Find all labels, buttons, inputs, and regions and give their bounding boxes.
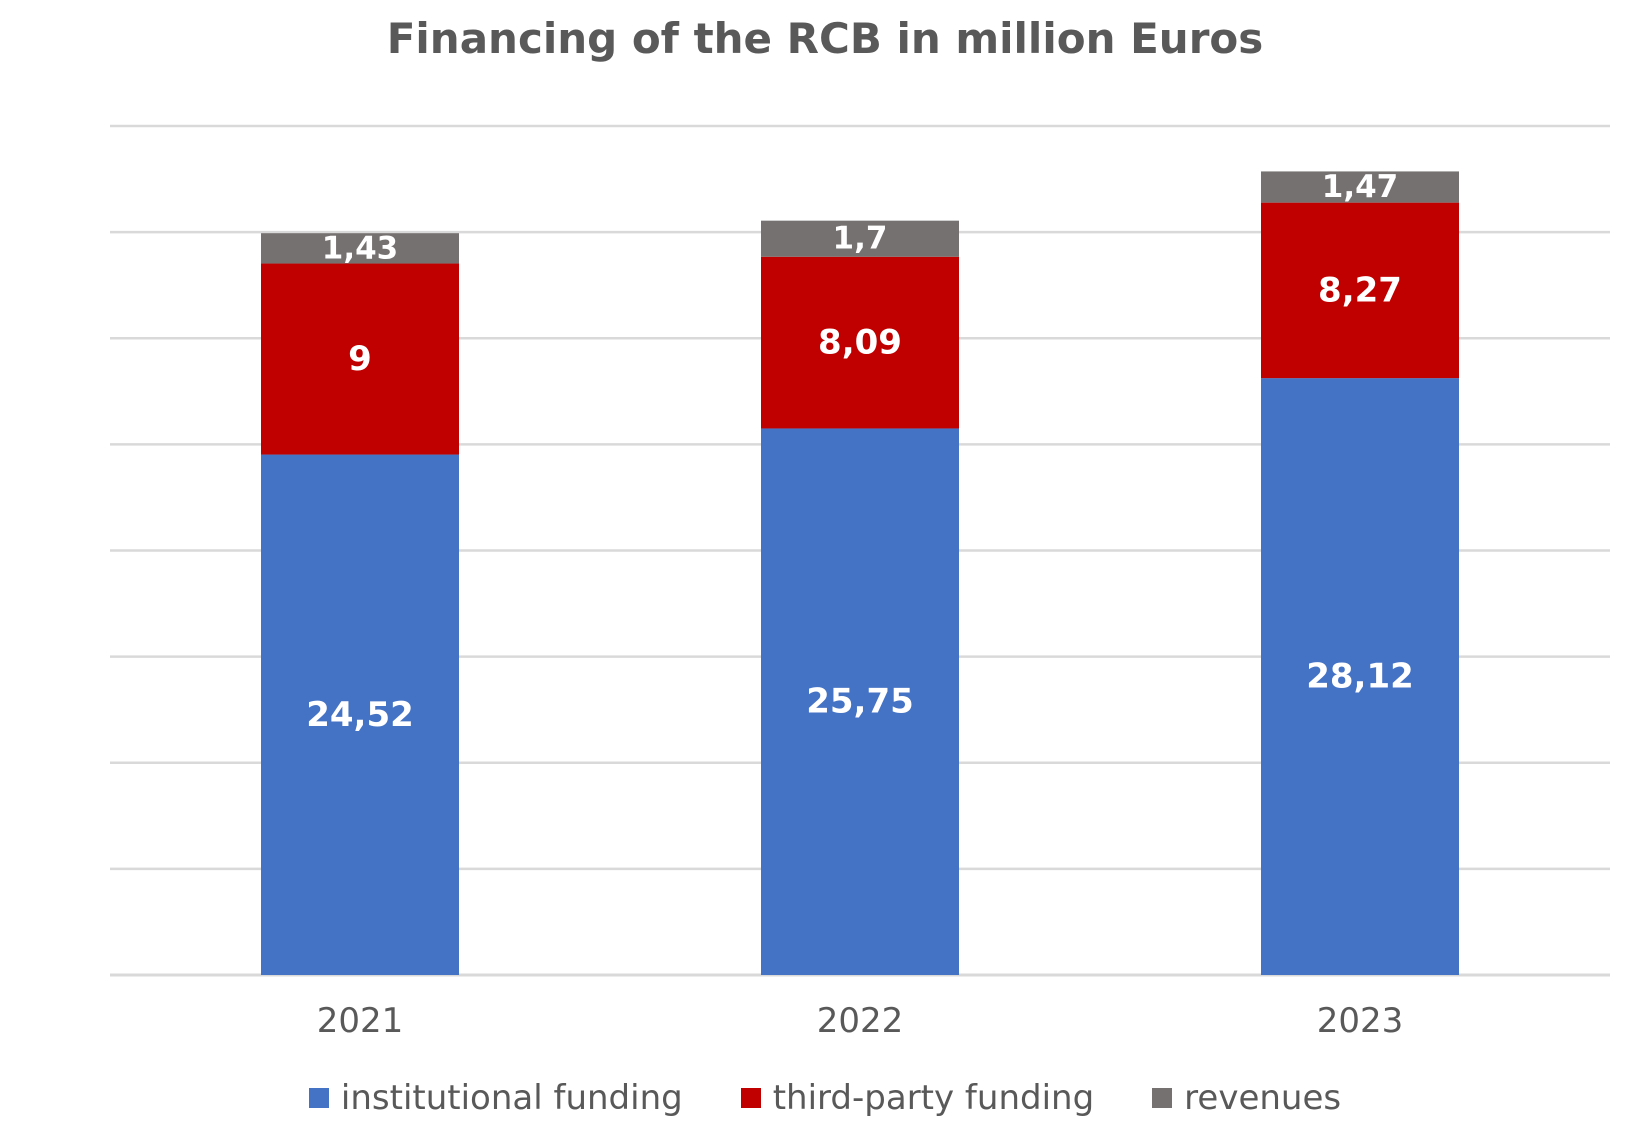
chart-title: Financing of the RCB in million Euros — [386, 14, 1264, 63]
data-label-institutional-funding-2022: 25,75 — [806, 682, 914, 722]
data-label-third-party-funding-2022: 8,09 — [818, 323, 902, 363]
bar-institutional-funding-2023 — [1261, 378, 1459, 975]
legend-item: revenues — [1152, 1078, 1341, 1118]
bar-third-party-funding-2023 — [1261, 202, 1459, 379]
data-label-revenues-2021: 1,43 — [322, 230, 399, 266]
data-label-revenues-2023: 1,47 — [1322, 169, 1399, 205]
legend-swatch — [740, 1088, 761, 1108]
x-axis-ticks: 2021 2022 2023 — [317, 1001, 1404, 1041]
x-tick-label: 2022 — [817, 1001, 904, 1041]
legend-label: third-party funding — [772, 1078, 1095, 1118]
data-label-revenues-2022: 1,7 — [833, 221, 888, 257]
bar-institutional-funding-2022 — [761, 428, 959, 975]
bar-revenues-2021 — [261, 233, 459, 264]
stacked-bar-chart: 24,52 9 1,43 25,75 8,09 1,7 28,12 8,27 1,47 2021… — [110, 124, 1610, 1041]
data-label-institutional-funding-2021: 24,52 — [306, 695, 414, 735]
legend-swatch — [308, 1088, 329, 1108]
legend-item: institutional funding — [308, 1078, 683, 1118]
bar-revenues-2022 — [761, 220, 959, 257]
data-label-institutional-funding-2023: 28,12 — [1306, 657, 1414, 697]
data-label-third-party-funding-2023: 8,27 — [1318, 270, 1402, 310]
data-labels: 24,52 9 1,43 25,75 8,09 1,7 28,12 8,27 1,47 — [306, 169, 1414, 735]
data-label-third-party-funding-2021: 9 — [348, 339, 372, 379]
legend-label: revenues — [1184, 1078, 1342, 1118]
legend-item: third-party funding — [740, 1078, 1095, 1118]
bars — [261, 171, 1459, 975]
bar-institutional-funding-2021 — [261, 454, 459, 975]
legend-label: institutional funding — [340, 1078, 683, 1118]
bar-third-party-funding-2021 — [261, 263, 459, 455]
legend-swatch — [1152, 1088, 1173, 1108]
legend: institutional funding third-party funding… — [0, 1078, 1650, 1118]
bar-revenues-2023 — [1261, 171, 1459, 203]
bar-third-party-funding-2022 — [761, 256, 959, 429]
x-tick-label: 2023 — [1317, 1001, 1404, 1041]
x-tick-label: 2021 — [317, 1001, 404, 1041]
